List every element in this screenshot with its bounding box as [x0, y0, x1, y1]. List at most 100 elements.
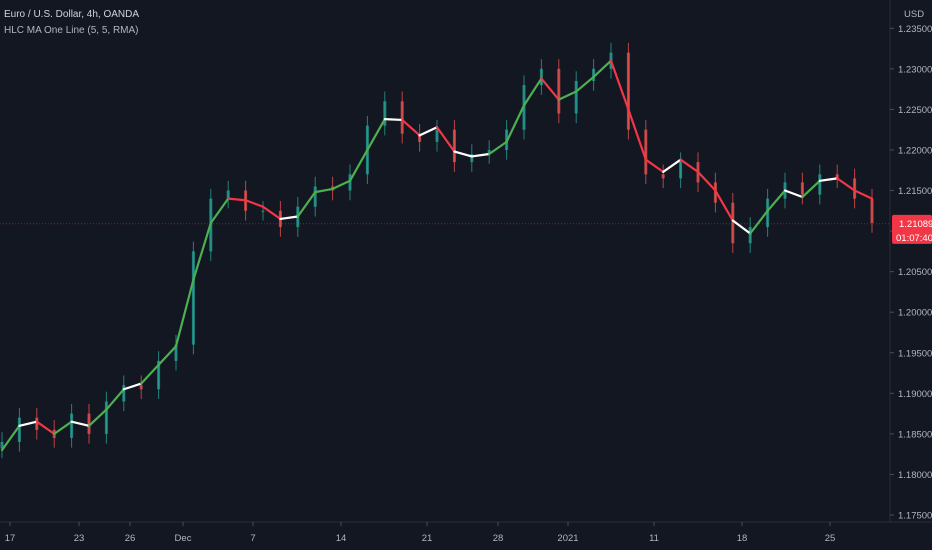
- candle-body: [853, 178, 857, 199]
- time-tick-label: 21: [422, 533, 433, 544]
- price-tick-label: 1.20000: [898, 308, 932, 319]
- candle-body: [644, 129, 648, 175]
- candle-body: [122, 385, 126, 402]
- price-tick-label: 1.23000: [898, 64, 932, 75]
- ma-segment: [435, 126, 456, 153]
- ma-segment: [557, 90, 578, 101]
- ma-segment: [853, 189, 874, 200]
- candle-body: [418, 133, 422, 142]
- ma-segment: [731, 219, 752, 235]
- price-axis-currency[interactable]: USD: [904, 9, 924, 20]
- last-price-tag-bg: [892, 214, 932, 244]
- candle-body: [470, 154, 474, 163]
- time-tick-label: 26: [125, 533, 136, 544]
- candle-body: [748, 227, 752, 244]
- candle-body: [766, 198, 770, 228]
- candle-body: [731, 202, 735, 244]
- candle-body: [539, 68, 543, 86]
- ma-segment: [470, 152, 491, 158]
- candle-body: [661, 174, 665, 179]
- ma-segment: [714, 189, 734, 222]
- ma-segment: [627, 108, 647, 161]
- symbol-title[interactable]: Euro / U.S. Dollar, 4h, OANDA: [4, 9, 140, 20]
- ma-segment: [227, 197, 247, 202]
- ma-segment: [696, 170, 717, 192]
- ma-segment: [783, 189, 804, 199]
- ma-segment: [140, 363, 160, 385]
- ma-segment: [209, 197, 230, 225]
- ma-segment: [766, 189, 787, 212]
- candle-body: [70, 413, 74, 438]
- candle-body: [435, 129, 439, 142]
- candle-body: [313, 186, 317, 207]
- price-tick-label: 1.17500: [898, 511, 932, 522]
- ma-segment: [522, 77, 543, 107]
- candle-body: [557, 68, 561, 114]
- time-tick-label: 14: [336, 533, 347, 544]
- candle-body: [261, 210, 265, 212]
- candle-body: [174, 344, 178, 361]
- candle-body: [487, 149, 491, 155]
- time-tick-label: 11: [649, 533, 659, 544]
- indicator-label[interactable]: HLC MA One Line (5, 5, RMA): [4, 25, 139, 36]
- ma-segment: [418, 126, 439, 137]
- ma-segment: [70, 420, 91, 427]
- candle-body: [818, 174, 822, 195]
- candle-body: [679, 162, 683, 179]
- ma-segment: [244, 199, 265, 208]
- candle-body: [191, 251, 195, 345]
- ma-segment: [453, 150, 473, 158]
- price-tick-label: 1.18000: [898, 470, 932, 481]
- time-tick-label: 2021: [557, 533, 578, 544]
- candle-body: [35, 417, 39, 430]
- candle-body: [800, 182, 804, 195]
- candle-body: [157, 360, 161, 390]
- candle-body: [348, 174, 352, 191]
- ma-segment: [505, 104, 526, 143]
- candle-body: [139, 385, 143, 390]
- ma-segment: [87, 408, 108, 427]
- ma-segment: [35, 420, 56, 435]
- ma-segment: [575, 75, 595, 93]
- ma-segment: [122, 382, 143, 391]
- ma-segment: [174, 278, 195, 348]
- last-price-tag: 1.21089 01:07:40: [892, 214, 932, 244]
- time-tick-label: 18: [737, 533, 748, 544]
- ma-segment: [157, 345, 178, 367]
- candle-body: [574, 81, 578, 114]
- ma-segment: [592, 59, 613, 79]
- price-tick-label: 1.22000: [898, 145, 932, 156]
- price-tick-label: 1.23500: [898, 24, 932, 35]
- ma-segment: [192, 221, 212, 281]
- price-tick-label: 1.19000: [898, 389, 932, 400]
- ma-segment: [366, 118, 386, 152]
- candle-body: [87, 413, 91, 434]
- price-tick-label: 1.22500: [898, 105, 932, 116]
- time-tick-label: 28: [493, 533, 504, 544]
- ma-segment: [609, 59, 630, 111]
- candle-body: [835, 174, 839, 179]
- candle-body: [452, 129, 456, 163]
- ma-segment: [679, 158, 700, 173]
- ma-segment: [749, 209, 769, 235]
- ma-segment: [836, 177, 856, 192]
- ma-segment: [383, 118, 404, 122]
- price-tick-label: 1.21500: [898, 186, 932, 197]
- ma-segment: [261, 205, 282, 221]
- candle-body: [400, 101, 404, 134]
- ma-segment: [818, 177, 839, 182]
- ma-segment: [0, 424, 21, 452]
- ma-segment: [348, 148, 369, 182]
- candle-body: [870, 198, 874, 223]
- time-tick-label: 7: [250, 533, 255, 544]
- ma-segment: [53, 420, 73, 435]
- candle-body: [383, 101, 387, 126]
- candle-body: [104, 401, 108, 434]
- ma-segment: [662, 158, 682, 173]
- candle-body: [226, 190, 230, 199]
- time-axis[interactable]: 17 23 26 Dec 7 14 21 28 2021 11 18 25: [5, 522, 836, 544]
- countdown-label: 01:07:40: [896, 233, 932, 244]
- ma-segment: [401, 118, 421, 137]
